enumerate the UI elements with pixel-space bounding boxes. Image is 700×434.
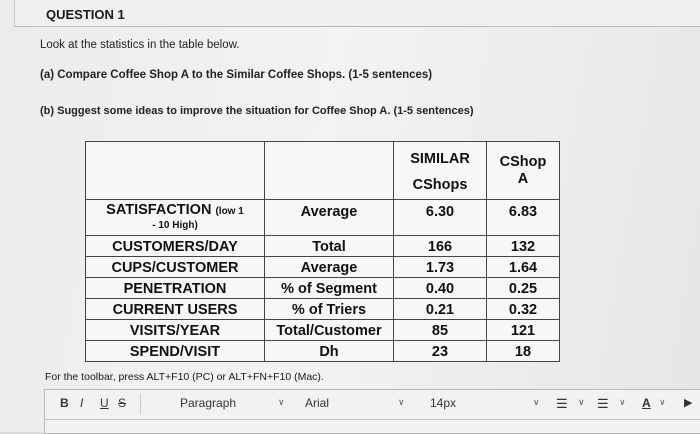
chevron-down-icon[interactable]: ∨ (533, 397, 540, 407)
metric-label: SATISFACTION (106, 202, 212, 218)
metric-cell: CUPS/CUSTOMER (85, 256, 265, 278)
metric-cell: SATISFACTION (low 1 - 10 High) (85, 199, 265, 236)
chevron-down-icon[interactable]: ∨ (659, 397, 666, 407)
bold-button[interactable]: B (60, 396, 69, 410)
shop-value-cell: 132 (486, 235, 560, 257)
similar-value-cell: 23 (393, 340, 487, 362)
statistics-table: SIMILAR CShops CShop A SATISFACTION (low… (85, 141, 560, 362)
header-similar-line2: CShops (412, 176, 468, 193)
bullet-list-icon[interactable]: ☰ (556, 396, 568, 411)
chevron-down-icon[interactable]: ∨ (619, 397, 626, 407)
question-title: QUESTION 1 (46, 7, 125, 22)
toolbar-separator (140, 394, 141, 414)
chevron-down-icon[interactable]: ∨ (578, 397, 585, 407)
question-part-a: (a) Compare Coffee Shop A to the Similar… (40, 69, 433, 81)
unit-cell: Average (264, 256, 394, 278)
header-empty-1 (85, 141, 265, 200)
underline-button[interactable]: U (100, 396, 109, 410)
table-row: CURRENT USERS % of Triers 0.21 0.32 (85, 298, 560, 320)
similar-value-cell: 0.40 (393, 277, 487, 299)
shop-value-cell: 6.83 (486, 199, 560, 236)
shop-value-cell: 1.64 (486, 256, 560, 278)
table-row: CUSTOMERS/DAY Total 166 132 (85, 235, 560, 257)
metric-note: (low 1 (215, 206, 244, 217)
question-intro: Look at the statistics in the table belo… (40, 39, 240, 51)
unit-cell: Average (264, 199, 394, 236)
similar-value-cell: 1.73 (393, 256, 487, 278)
similar-value-cell: 0.21 (393, 298, 487, 320)
strikethrough-button[interactable]: S (118, 396, 127, 410)
table-header-row: SIMILAR CShops CShop A (85, 141, 560, 200)
font-size-select[interactable]: 14px (430, 396, 457, 410)
header-shop-line1: CShop (499, 153, 547, 170)
similar-value-cell: 166 (393, 235, 487, 257)
chevron-down-icon[interactable]: ∨ (398, 397, 405, 407)
unit-cell: Dh (264, 340, 394, 362)
metric-note: - 10 High) (152, 220, 198, 231)
header-shop-line2: A (517, 170, 529, 187)
table-row: VISITS/YEAR Total/Customer 85 121 (85, 319, 560, 341)
header-similar-line1: SIMILAR (410, 150, 470, 167)
unit-cell: % of Segment (264, 277, 394, 299)
question-part-b: (b) Suggest some ideas to improve the si… (40, 105, 474, 117)
metric-cell: VISITS/YEAR (85, 319, 265, 341)
shop-value-cell: 0.32 (486, 298, 560, 320)
unit-cell: % of Triers (264, 298, 394, 320)
table-row: CUPS/CUSTOMER Average 1.73 1.64 (85, 256, 560, 278)
shop-value-cell: 121 (486, 319, 560, 341)
header-similar: SIMILAR CShops (393, 141, 487, 200)
unit-cell: Total (264, 235, 394, 257)
header-empty-2 (264, 141, 394, 200)
metric-cell: PENETRATION (85, 277, 265, 299)
metric-cell: CUSTOMERS/DAY (85, 235, 265, 257)
header-shop: CShop A (486, 141, 560, 200)
shop-value-cell: 18 (486, 340, 560, 362)
shop-value-cell: 0.25 (486, 277, 560, 299)
font-select[interactable]: Arial (305, 396, 330, 410)
question-header-box (14, 0, 700, 27)
table-row: SPEND/VISIT Dh 23 18 (85, 340, 560, 362)
italic-button[interactable]: I (80, 396, 84, 410)
unit-cell: Total/Customer (264, 319, 394, 341)
chevron-down-icon[interactable]: ∨ (278, 397, 285, 407)
text-color-icon[interactable]: A (642, 396, 651, 410)
metric-cell: CURRENT USERS (85, 298, 265, 320)
toolbar-hint: For the toolbar, press ALT+F10 (PC) or A… (45, 371, 324, 383)
table-row: PENETRATION % of Segment 0.40 0.25 (85, 277, 560, 299)
paragraph-select[interactable]: Paragraph (180, 396, 237, 410)
similar-value-cell: 85 (393, 319, 487, 341)
editor-toolbar-divider (44, 419, 700, 420)
numbered-list-icon[interactable]: ☰ (597, 396, 609, 411)
similar-value-cell: 6.30 (393, 199, 487, 236)
more-tools-icon[interactable]: ▶ (684, 397, 693, 409)
table-row: SATISFACTION (low 1 - 10 High) Average 6… (85, 199, 560, 236)
metric-cell: SPEND/VISIT (85, 340, 265, 362)
